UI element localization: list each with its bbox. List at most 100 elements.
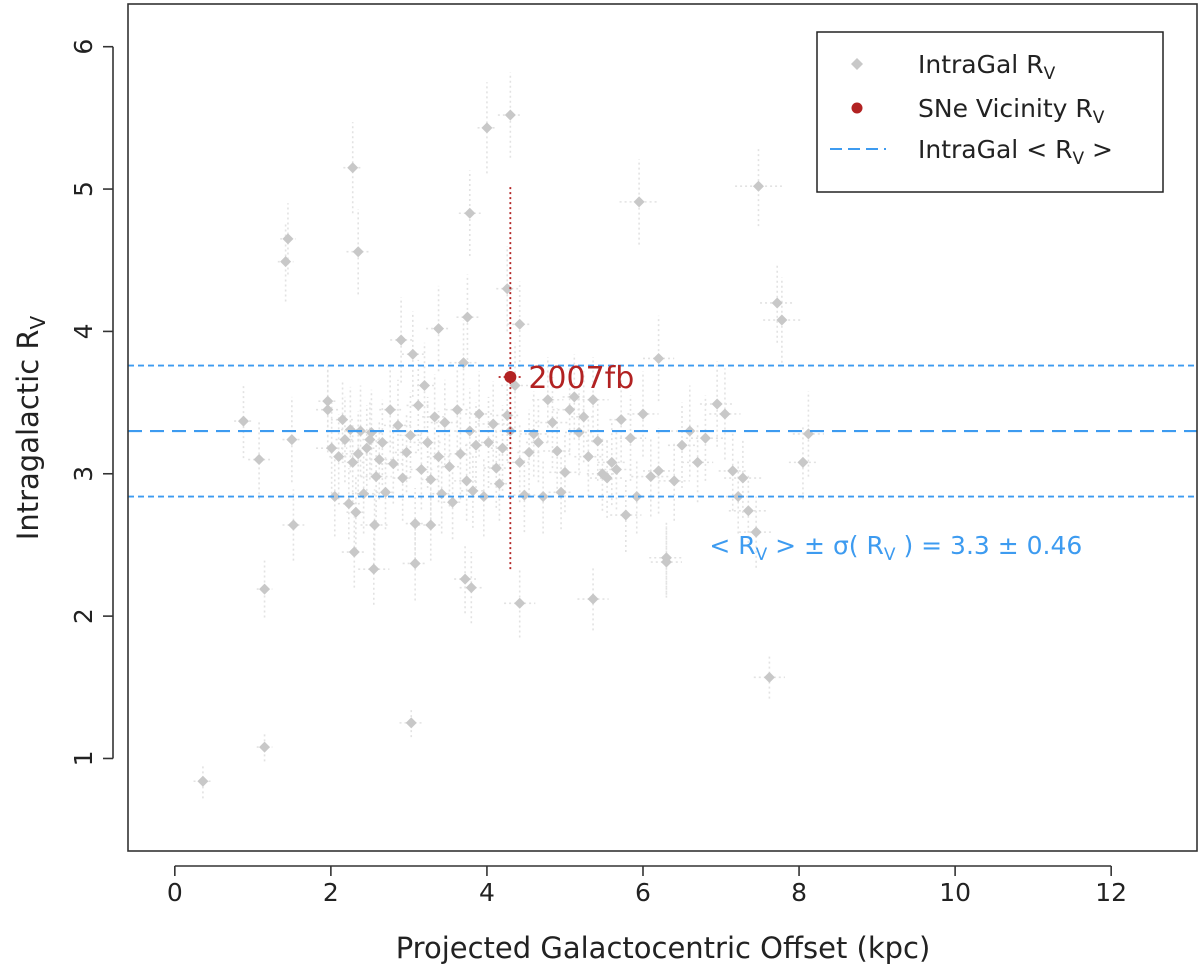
intragal-point	[425, 519, 437, 531]
intragal-point	[504, 109, 516, 121]
intragal-point	[348, 546, 360, 558]
intragal-point	[467, 485, 479, 497]
intragal-point	[518, 489, 530, 501]
mean-annot-sub: V	[884, 545, 896, 565]
intragal-point	[676, 439, 688, 451]
intragal-point	[497, 442, 509, 454]
reference-lines	[128, 364, 1197, 498]
intragal-point	[365, 426, 377, 438]
legend-marker-diamond	[851, 58, 863, 70]
intragal-point	[259, 741, 271, 753]
intragal-point	[373, 454, 385, 466]
y-axis-title: Intragalactic RV	[11, 315, 50, 540]
intragal-point	[470, 439, 482, 451]
intragal-point	[523, 446, 535, 458]
intragal-point	[606, 456, 618, 468]
intragal-point	[422, 436, 434, 448]
intragal-point	[409, 557, 421, 569]
intragal-point	[407, 348, 419, 360]
intragal-point	[322, 395, 334, 407]
intragal-point	[405, 717, 417, 729]
intragal-point	[384, 404, 396, 416]
legend-entry-label: IntraGal RV	[918, 50, 1056, 84]
intragal-point	[433, 451, 445, 463]
intragal-point	[447, 496, 459, 508]
intragal-point	[461, 311, 473, 323]
mean-annot-sub: V	[756, 545, 768, 565]
intragal-point	[568, 391, 580, 403]
y-tick-label: 2	[69, 608, 98, 624]
intragal-point	[404, 429, 416, 441]
mean-annot-part: > ± σ( R	[767, 531, 884, 560]
intragal-point	[481, 122, 493, 134]
intragal-point	[750, 526, 762, 538]
intragal-point	[425, 473, 437, 485]
y-tick-label: 1	[69, 751, 98, 767]
intragal-point	[592, 435, 604, 447]
intragal-point	[551, 445, 563, 457]
x-tick-label: 6	[635, 878, 651, 907]
intragal-point	[633, 196, 645, 208]
intragal-point	[514, 318, 526, 330]
intragal-point	[329, 491, 341, 503]
intragal-point	[343, 498, 355, 510]
intragal-point	[392, 419, 404, 431]
x-tick-label: 4	[479, 878, 495, 907]
y-tick-label: 3	[69, 466, 98, 482]
intragal-point	[653, 465, 665, 477]
intragal-point	[578, 411, 590, 423]
intragal-point	[352, 448, 364, 460]
intragal-point	[532, 436, 544, 448]
intragal-point	[473, 408, 485, 420]
mean-annot-part: ) = 3.3 ± 0.46	[896, 531, 1083, 560]
intragal-point	[464, 207, 476, 219]
legend-marker-circle	[851, 102, 863, 114]
intragal-point	[546, 417, 558, 429]
legend-entry-sub: V	[1072, 149, 1084, 169]
intragal-point	[719, 408, 731, 420]
intragal-point	[620, 509, 632, 521]
intragal-point	[668, 475, 680, 487]
y-axis-title-main: Intragalactic R	[11, 329, 45, 540]
legend-entry-main: IntraGal R	[918, 50, 1044, 79]
intragal-point	[461, 475, 473, 487]
x-tick-label: 0	[167, 878, 183, 907]
intragal-points	[197, 109, 814, 787]
intragal-point	[587, 593, 599, 605]
intragal-point	[401, 446, 413, 458]
intragal-point	[542, 394, 554, 406]
intragal-point	[350, 506, 362, 518]
mean-annot-part: < R	[709, 531, 755, 560]
intragal-point	[615, 414, 627, 426]
intragal-point	[645, 471, 657, 483]
intragal-point	[326, 442, 338, 454]
intragal-point	[692, 456, 704, 468]
intragal-point	[344, 424, 356, 436]
intragal-point	[631, 491, 643, 503]
intragal-point	[514, 597, 526, 609]
legend-entry-label: IntraGal < RV >	[918, 135, 1113, 169]
intragal-point	[280, 256, 292, 268]
intragal-point	[419, 380, 431, 392]
legend-entry-tail: >	[1084, 135, 1113, 164]
sn-label-2007fb: 2007fb	[528, 361, 634, 396]
intragal-point	[459, 573, 471, 585]
intragal-point	[752, 180, 764, 192]
intragal-point	[379, 486, 391, 498]
intragal-point	[286, 434, 298, 446]
intragal-point	[771, 297, 783, 309]
intragal-point	[412, 399, 424, 411]
intragal-point	[501, 409, 513, 421]
intragal-point	[660, 556, 672, 568]
intragal-point	[625, 432, 637, 444]
intragal-point	[587, 394, 599, 406]
x-tick-label: 8	[791, 878, 807, 907]
intragal-point	[333, 451, 345, 463]
legend-entry-label: SNe Vicinity RV	[918, 94, 1105, 128]
intragal-point	[397, 472, 409, 484]
legend-box	[816, 31, 1164, 193]
y-axis-title-sub: V	[26, 315, 50, 329]
intragal-point	[487, 418, 499, 430]
